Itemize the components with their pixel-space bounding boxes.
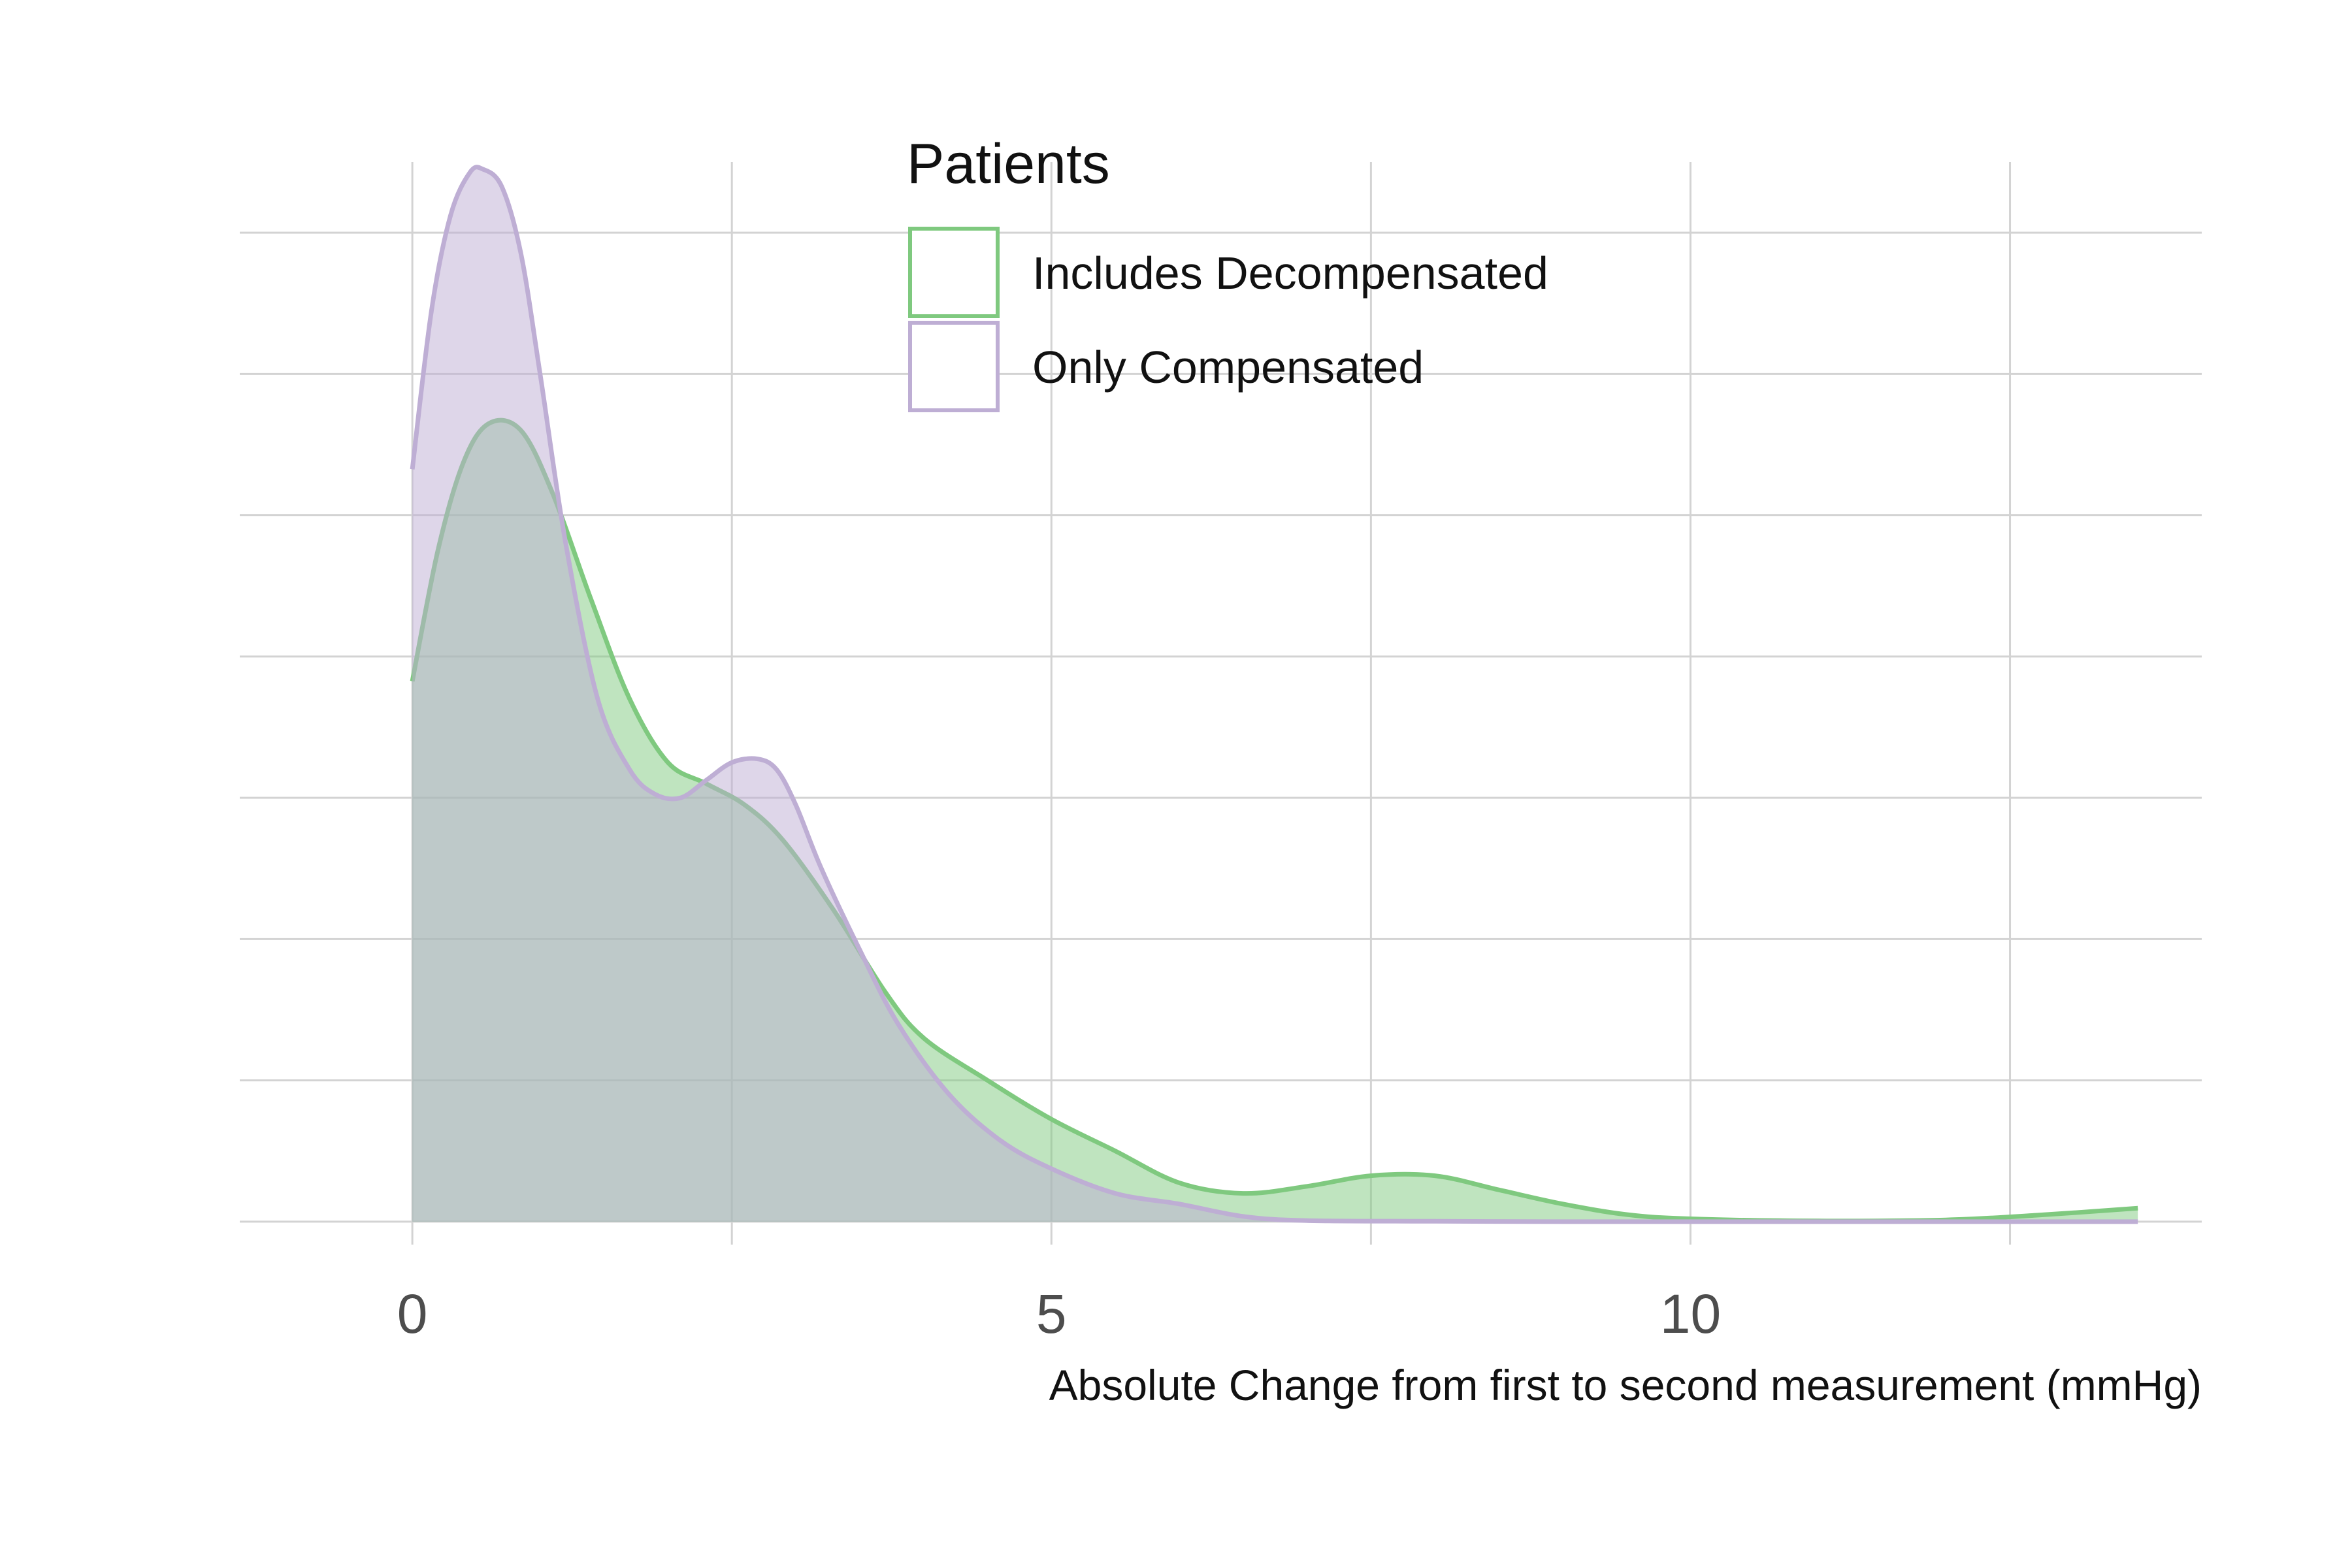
- density-area-only-compensated: [412, 167, 2138, 1222]
- x-axis-title: Absolute Change from first to second mea…: [1049, 1361, 2202, 1409]
- density-line-only-compensated: [410, 165, 2138, 1224]
- legend: Patients Includes Decompensated Only Com…: [907, 133, 1548, 412]
- legend-label-only-compensated: Only Compensated: [1032, 342, 1424, 393]
- x-tick-label-2: 10: [1660, 1283, 1721, 1345]
- legend-title: Patients: [907, 133, 1110, 195]
- density-areas: [410, 165, 2138, 1224]
- legend-key-only-compensated: [908, 321, 1000, 412]
- legend-label-includes-decompensated: Includes Decompensated: [1032, 248, 1548, 299]
- legend-key-includes-decompensated: [908, 227, 1000, 318]
- x-axis-ticks: 0 5 10: [397, 1283, 1721, 1345]
- x-tick-label-1: 5: [1036, 1283, 1067, 1345]
- grid-lines: [240, 162, 2202, 1245]
- x-tick-label-0: 0: [397, 1283, 428, 1345]
